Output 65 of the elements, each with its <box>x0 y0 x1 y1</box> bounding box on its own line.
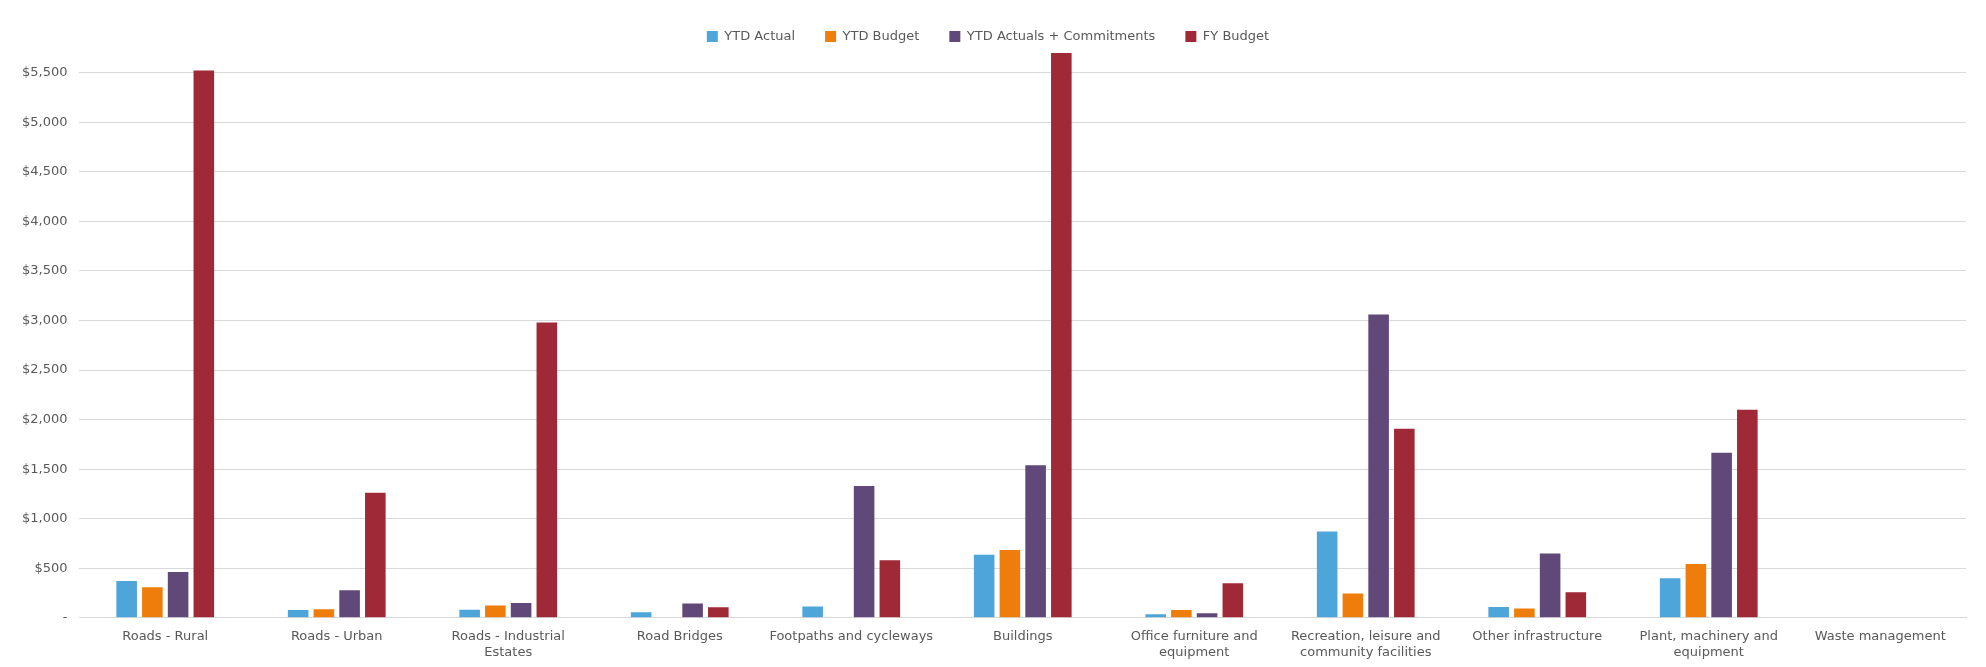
legend-label: YTD Budget <box>841 27 920 43</box>
bar <box>1711 452 1732 618</box>
x-tick-label: Roads - Urban <box>290 627 383 643</box>
x-tick-label: Recreation, leisure and community facilities <box>1290 627 1441 659</box>
x-tick-label: Other infrastructure <box>1472 627 1603 643</box>
bar <box>339 590 360 618</box>
bar <box>682 603 703 618</box>
bar <box>1316 531 1338 618</box>
x-tick-label: Plant, machinery and equipment <box>1639 627 1779 659</box>
y-tick-label: $3,500 <box>21 262 68 278</box>
y-tick-label: $2,500 <box>21 361 68 377</box>
legend-label: YTD Actuals + Commitments <box>965 27 1156 43</box>
x-tick-label: Buildings <box>992 627 1053 643</box>
bar <box>1025 465 1046 618</box>
bar <box>1368 314 1389 618</box>
bar <box>1051 53 1072 618</box>
bar <box>116 581 137 618</box>
x-tick-label: Office furniture and equipment <box>1130 627 1258 659</box>
bar <box>459 609 480 618</box>
bar <box>510 603 532 618</box>
bar <box>365 492 386 618</box>
bar <box>630 612 652 618</box>
bar <box>167 572 189 618</box>
bar <box>1488 607 1509 618</box>
bar <box>802 606 823 618</box>
x-tick-label: Road Bridges <box>636 627 723 643</box>
bar <box>853 486 875 618</box>
x-tick-label: Roads - Industrial Estates <box>451 627 565 659</box>
bar <box>708 607 729 618</box>
y-tick-label: $3,000 <box>21 311 68 327</box>
y-tick-label: $500 <box>34 559 68 575</box>
x-tick-label: Waste management <box>1814 627 1946 643</box>
bar <box>879 560 901 618</box>
bar <box>1685 564 1707 618</box>
y-tick-label: $4,000 <box>21 212 68 228</box>
legend-label: FY Budget <box>1202 27 1270 43</box>
bar <box>973 554 995 618</box>
y-tick-label: $1,000 <box>21 510 68 526</box>
bar <box>1171 610 1192 618</box>
bar <box>142 587 163 618</box>
bar <box>287 610 309 618</box>
bar <box>1196 613 1218 618</box>
y-tick-label: $5,500 <box>21 64 68 80</box>
bar <box>1514 608 1535 618</box>
y-tick-label: - <box>62 609 68 625</box>
bar <box>1565 592 1587 618</box>
bar <box>999 550 1021 618</box>
bar <box>1659 578 1681 618</box>
bar <box>1539 553 1561 618</box>
y-tick-label: $1,500 <box>21 460 68 476</box>
bar <box>1145 614 1166 618</box>
x-tick-label: Footpaths and cycleways <box>769 627 934 643</box>
bar <box>193 70 215 618</box>
bar <box>313 609 335 618</box>
bar <box>485 605 506 618</box>
x-tick-label: Roads - Rural <box>122 627 209 643</box>
bar <box>1222 583 1244 618</box>
bar <box>1737 409 1758 618</box>
bar <box>1394 428 1415 618</box>
bar <box>1342 593 1364 618</box>
legend-label: YTD Actual <box>723 27 796 43</box>
bar <box>536 322 558 618</box>
y-tick-label: $2,000 <box>21 411 68 426</box>
y-tick-label: $5,000 <box>21 113 68 129</box>
y-tick-label: $4,500 <box>21 163 68 179</box>
